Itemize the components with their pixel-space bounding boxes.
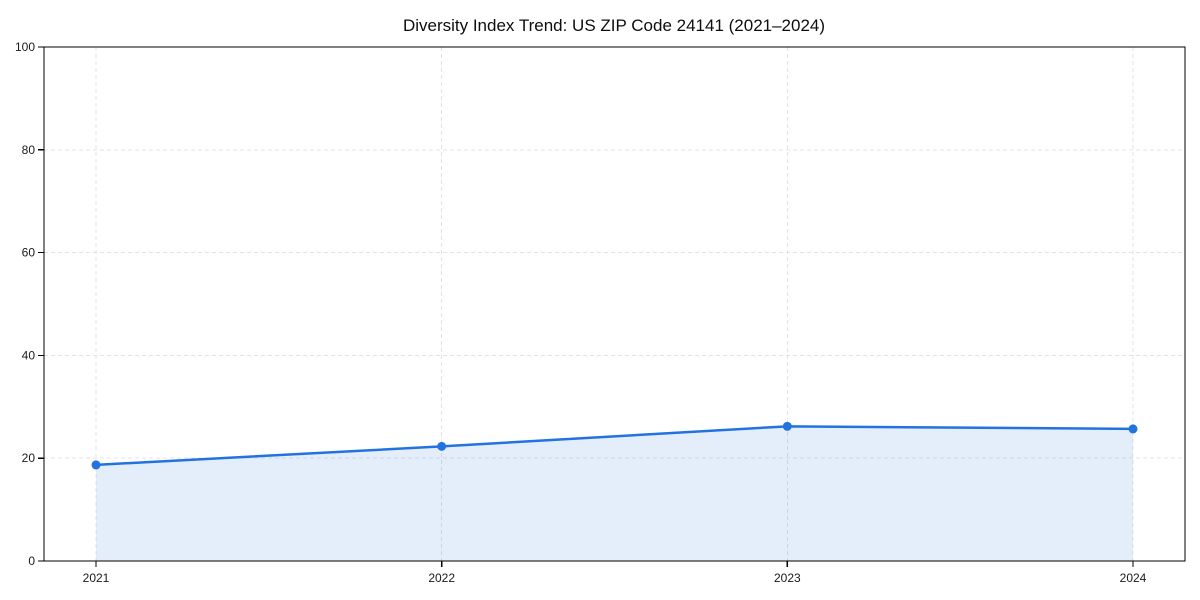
data-point-2024 (1128, 424, 1138, 434)
axes-spines (43, 46, 1186, 562)
area-fill (96, 426, 1133, 561)
data-point-2023 (782, 421, 792, 431)
y-tick-label: 80 (22, 143, 36, 157)
x-tick-label: 2022 (428, 571, 455, 585)
data-point-2021 (91, 460, 101, 470)
y-tick-label: 60 (22, 246, 36, 260)
x-tick-label: 2021 (83, 571, 110, 585)
chart-title: Diversity Index Trend: US ZIP Code 24141… (403, 16, 825, 35)
trend-line (94, 425, 1135, 467)
x-tick-label: 2023 (774, 571, 801, 585)
y-tick-label: 20 (22, 451, 36, 465)
data-point-2022 (437, 441, 447, 451)
y-tick-label: 100 (15, 40, 35, 54)
y-tick-label: 0 (28, 554, 35, 568)
y-tick-label: 40 (22, 348, 36, 362)
x-tick-label: 2024 (1120, 571, 1147, 585)
